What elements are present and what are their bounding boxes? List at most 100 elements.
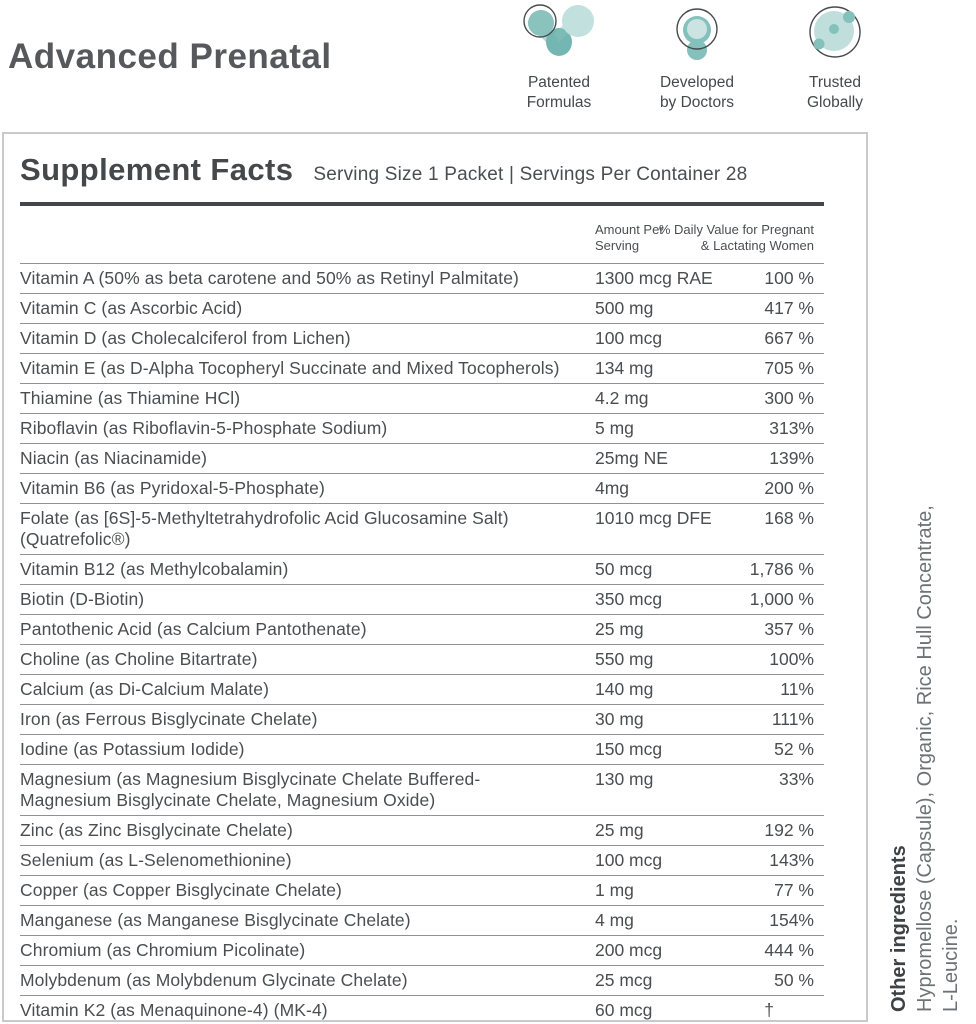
row-nutrient-name: Riboflavin (as Riboflavin-5-Phosphate So… [20,418,388,438]
row-amount: 50 mcg [595,559,653,579]
row-amount: 4mg [595,478,630,498]
row-nutrient-name: Vitamin D (as Cholecalciferol from Liche… [20,328,351,348]
row-nutrient-name: Thiamine (as Thiamine HCl) [20,388,241,408]
divider-thick [20,202,824,206]
table-row: Vitamin E (as D-Alpha Tocopheryl Succina… [20,354,824,384]
row-amount: 4 mg [595,910,634,930]
row-daily-value: 192 % [764,820,814,840]
row-daily-value: 77 % [774,880,814,900]
serving-info: Serving Size 1 Packet | Servings Per Con… [313,164,748,185]
supplement-table-body: Vitamin A (50% as beta carotene and 50% … [20,264,824,1024]
table-row: Calcium (as Di-Calcium Malate) 140 mg 11… [20,675,824,705]
table-row: Vitamin B6 (as Pyridoxal-5-Phosphate) 4m… [20,474,824,504]
row-amount: 4.2 mg [595,388,649,408]
table-row: Selenium (as L-Selenomethionine) 100 mcg… [20,846,824,876]
table-row: Copper (as Copper Bisglycinate Chelate) … [20,876,824,906]
row-nutrient-name: Molybdenum (as Molybdenum Glycinate Chel… [20,970,408,990]
other-ingredients: Other ingredients Hypromellose (Capsule)… [886,456,964,1012]
badge-trusted-globally: Trusted Globally [779,4,891,113]
row-daily-value: 357 % [764,619,814,639]
row-nutrient-name: Selenium (as L-Selenomethionine) [20,850,292,870]
table-row: Pantothenic Acid (as Calcium Pantothenat… [20,615,824,645]
column-header-amount: Amount Per Serving [595,222,664,253]
row-nutrient-name: Magnesium (as Magnesium Bisglycinate Che… [20,769,481,810]
table-row: Choline (as Choline Bitartrate) 550 mg 1… [20,645,824,675]
row-daily-value: 52 % [774,739,814,759]
row-amount: 1300 mcg RAE [595,268,713,288]
badge-label: Patented Formulas [526,74,592,111]
row-nutrient-name: Folate (as [6S]-5-Methyltetrahydrofolic … [20,508,509,549]
table-row: Vitamin C (as Ascorbic Acid) 500 mg 417 … [20,294,824,324]
row-amount: 100 mcg [595,328,663,348]
table-row: Vitamin B12 (as Methylcobalamin) 50 mcg … [20,555,824,585]
row-nutrient-name: Copper (as Copper Bisglycinate Chelate) [20,880,342,900]
row-daily-value: 143% [769,850,814,870]
row-daily-value: 1,000 % [749,589,814,609]
row-daily-value: 139% [769,448,814,468]
trusted-globally-icon [805,4,865,67]
table-row: Vitamin K2 (as Menaquinone-4) (MK-4) 60 … [20,996,824,1024]
product-title: Advanced Prenatal [8,37,332,76]
badge-label: Developed by Doctors [659,74,735,111]
row-amount: 200 mcg [595,940,663,960]
row-nutrient-name: Chromium (as Chromium Picolinate) [20,940,306,960]
row-nutrient-name: Iodine (as Potassium Iodide) [20,739,245,759]
row-daily-value: 444 % [764,940,814,960]
badge-patented-formulas: Patented Formulas [503,4,615,113]
row-nutrient-name: Manganese (as Manganese Bisglycinate Che… [20,910,411,930]
row-daily-value: 154% [769,910,814,930]
row-nutrient-name: Vitamin B6 (as Pyridoxal-5-Phosphate) [20,478,325,498]
badge-row: Patented Formulas Developed by Doctors [503,4,891,113]
row-nutrient-name: Vitamin B12 (as Methylcobalamin) [20,559,289,579]
patented-formulas-icon [516,4,602,67]
row-daily-value: 111% [771,709,814,729]
row-amount: 134 mg [595,358,654,378]
row-daily-value: 100 % [764,268,814,288]
other-ingredients-heading: Other ingredients [888,845,910,1012]
row-nutrient-name: Vitamin K2 (as Menaquinone-4) (MK-4) [20,1000,328,1020]
row-nutrient-name: Vitamin E (as D-Alpha Tocopheryl Succina… [20,358,560,378]
row-daily-value: 1,786 % [749,559,814,579]
table-row: Iron (as Ferrous Bisglycinate Chelate) 3… [20,705,824,735]
row-daily-value: 50 % [774,970,814,990]
row-daily-value: 313% [769,418,814,438]
table-row: Zinc (as Zinc Bisglycinate Chelate) 25 m… [20,816,824,846]
badge-developed-by-doctors: Developed by Doctors [641,4,753,113]
table-row: Folate (as [6S]-5-Methyltetrahydrofolic … [20,504,824,555]
row-daily-value: 300 % [764,388,814,408]
table-row: Biotin (D-Biotin) 350 mcg 1,000 % [20,585,824,615]
table-row: Magnesium (as Magnesium Bisglycinate Che… [20,765,824,816]
row-nutrient-name: Iron (as Ferrous Bisglycinate Chelate) [20,709,318,729]
row-amount: 25mg NE [595,448,668,468]
row-amount: 100 mcg [595,850,663,870]
row-amount: 1010 mcg DFE [595,508,712,528]
panel-title: Supplement Facts [20,152,294,187]
row-daily-value: † [764,1000,774,1020]
row-amount: 25 mg [595,820,644,840]
supplement-facts-panel: Supplement Facts Serving Size 1 Packet |… [2,132,868,1022]
row-amount: 25 mcg [595,970,653,990]
table-row: Molybdenum (as Molybdenum Glycinate Chel… [20,966,824,996]
row-amount: 150 mcg [595,739,663,759]
row-daily-value: 667 % [764,328,814,348]
row-nutrient-name: Choline (as Choline Bitartrate) [20,649,258,669]
row-amount: 350 mcg [595,589,663,609]
table-row: Manganese (as Manganese Bisglycinate Che… [20,906,824,936]
table-row: Thiamine (as Thiamine HCl) 4.2 mg 300 % [20,384,824,414]
row-nutrient-name: Vitamin C (as Ascorbic Acid) [20,298,243,318]
row-nutrient-name: Calcium (as Di-Calcium Malate) [20,679,270,699]
row-nutrient-name: Biotin (D-Biotin) [20,589,145,609]
row-amount: 500 mg [595,298,654,318]
table-row: Vitamin D (as Cholecalciferol from Liche… [20,324,824,354]
table-row: Niacin (as Niacinamide) 25mg NE 139% [20,444,824,474]
row-nutrient-name: Pantothenic Acid (as Calcium Pantothenat… [20,619,367,639]
row-amount: 130 mg [595,769,654,789]
developed-by-doctors-icon [667,4,727,67]
row-daily-value: 11% [780,679,814,699]
row-daily-value: 200 % [764,478,814,498]
row-nutrient-name: Zinc (as Zinc Bisglycinate Chelate) [20,820,293,840]
row-amount: 1 mg [595,880,634,900]
row-amount: 550 mg [595,649,654,669]
row-daily-value: 168 % [764,508,814,528]
